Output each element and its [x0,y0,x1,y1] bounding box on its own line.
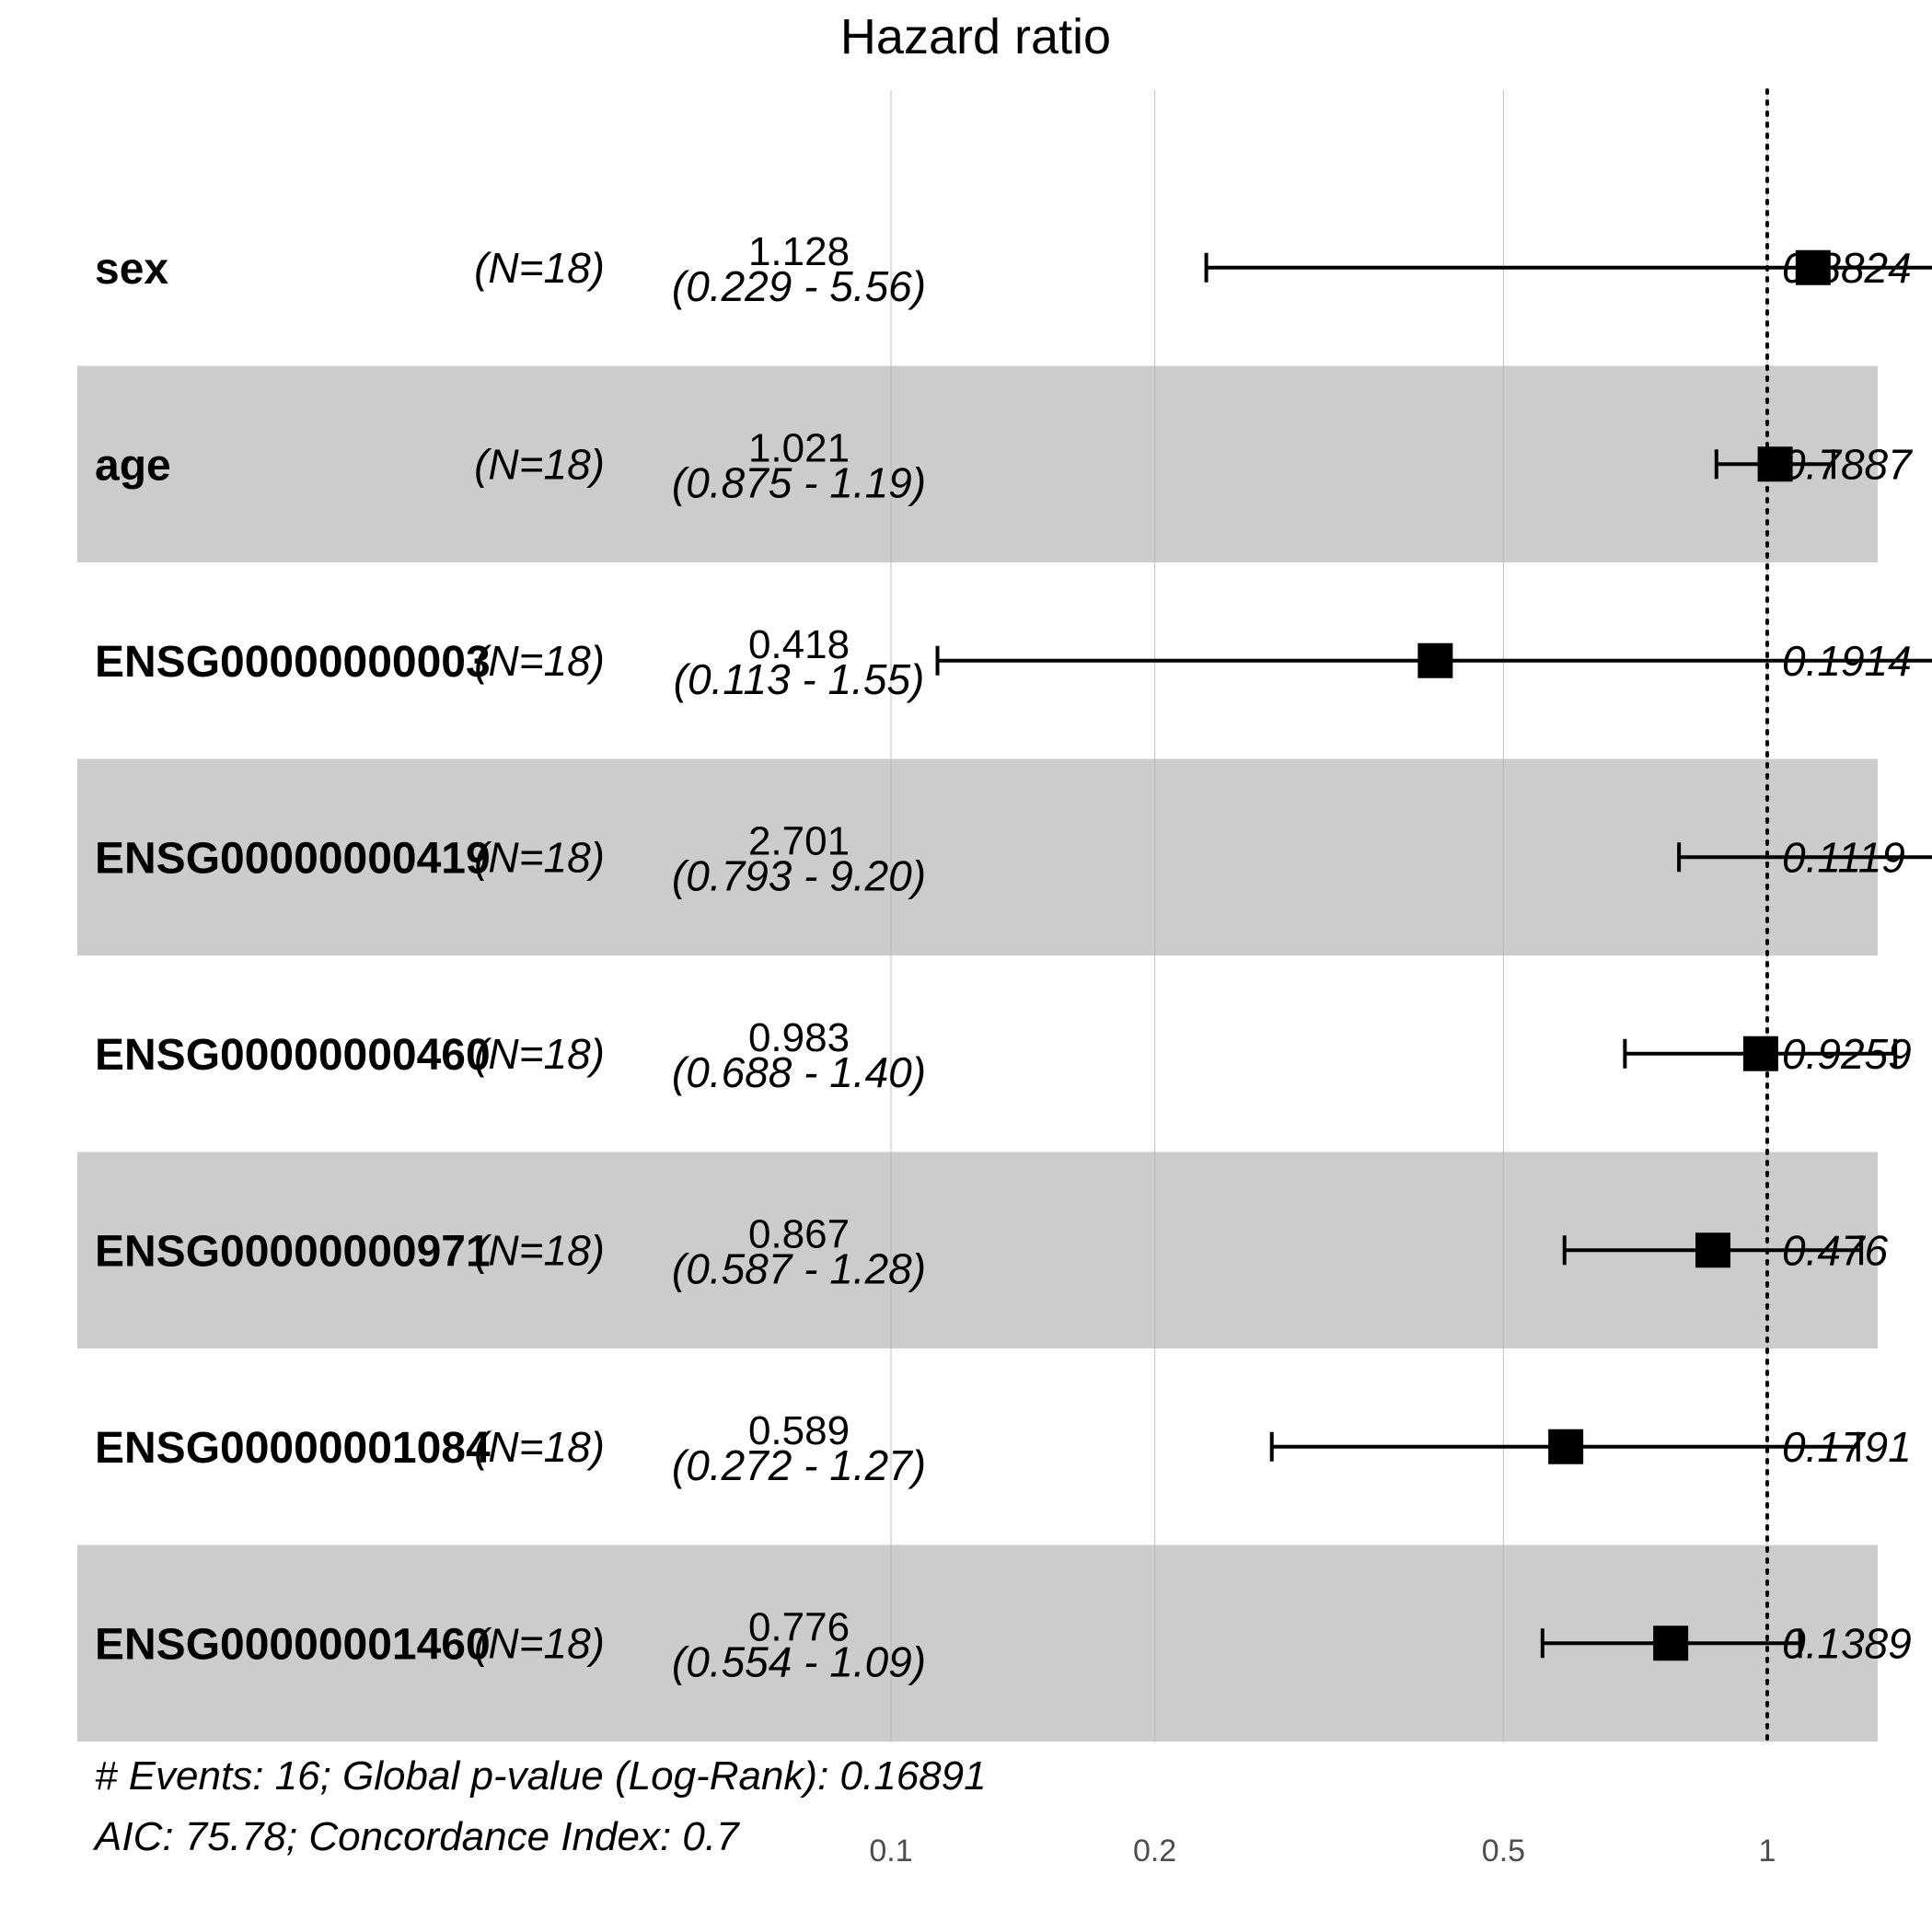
p-value-label: 0.1389 [1782,1619,1912,1667]
forest-row: ENSG00000000419(N=18) 2.701(0.793 - 9.20)… [95,818,1932,899]
x-tick-label: 0.1 [869,1834,912,1868]
hr-label: 0.589 [748,1408,850,1453]
variable-label: ENSG00000001460 [95,1620,491,1669]
hr-label: 0.983 [748,1015,850,1060]
hr-point [1757,446,1793,482]
hr-label: 2.701 [748,818,850,863]
variable-label: sex [95,245,168,294]
ci-label: (0.793 - 9.20) [672,851,926,899]
forest-row: age (N=18) 1.021(0.875 - 1.19) 0.7887 [95,425,1913,506]
hr-point [1795,249,1831,285]
row-band [77,758,1878,955]
hr-label: 0.776 [748,1604,850,1649]
n-label: (N=18) [474,244,605,292]
forest-row: ENSG00000001460(N=18) 0.776(0.554 - 1.09)… [95,1604,1912,1685]
x-gridlines [890,90,1768,1742]
n-label: (N=18) [474,1226,605,1274]
ci-label: (0.587 - 1.28) [672,1244,926,1292]
variable-label: ENSG00000000003 [95,638,491,687]
x-tick-label: 0.2 [1133,1834,1176,1868]
ci-label: (0.554 - 1.09) [672,1637,926,1685]
variable-label: ENSG00000001084 [95,1424,491,1473]
footer-events: # Events: 16; Global p-value (Log-Rank):… [95,1753,987,1799]
x-axis-ticks: 0.10.20.512510 [869,1834,1776,1868]
hr-point [1653,1625,1689,1661]
row-band [77,365,1878,562]
variable-label: ENSG00000000971 [95,1227,491,1276]
x-tick-label: 1 [1759,1834,1776,1868]
hr-point [1742,1035,1778,1071]
ci-label: (0.875 - 1.19) [672,458,926,506]
forest-row: sex (N=18) 1.128(0.229 - 5.56) 0.8824 [95,229,1932,310]
chart-title: Hazard ratio [840,9,1111,64]
hr-point [1417,642,1453,678]
ci-label: (0.229 - 5.56) [672,262,926,310]
forest-row: ENSG00000000971(N=18) 0.867(0.587 - 1.28)… [95,1211,1889,1292]
n-label: (N=18) [474,1030,605,1078]
n-label: (N=18) [474,440,605,488]
forest-row: ENSG00000001084(N=18) 0.589(0.272 - 1.27)… [95,1408,1912,1489]
hr-label: 0.867 [748,1211,850,1256]
hr-label: 1.128 [748,229,850,274]
ci-label: (0.688 - 1.40) [672,1048,926,1096]
hr-label: 1.021 [748,425,850,470]
n-label: (N=18) [474,637,605,685]
variable-label: ENSG00000000460 [95,1031,491,1080]
ci-label: (0.113 - 1.55) [674,655,925,703]
x-tick-label: 0.5 [1482,1834,1525,1868]
footer-aic: AIC: 75.78; Concordance Index: 0.7 [92,1814,740,1859]
n-label: (N=18) [474,833,605,881]
n-label: (N=18) [474,1423,605,1471]
n-label: (N=18) [474,1619,605,1667]
hr-label: 0.418 [748,622,850,667]
forest-row: ENSG00000000460(N=18) 0.983(0.688 - 1.40)… [95,1015,1912,1096]
hr-point [1695,1232,1730,1268]
hr-point [1548,1429,1584,1464]
ci-label: (0.272 - 1.27) [672,1441,926,1489]
variable-label: ENSG00000000419 [95,834,491,883]
variable-label: age [95,441,171,490]
forest-row: ENSG00000000003(N=18) 0.418(0.113 - 1.55)… [95,622,1932,703]
